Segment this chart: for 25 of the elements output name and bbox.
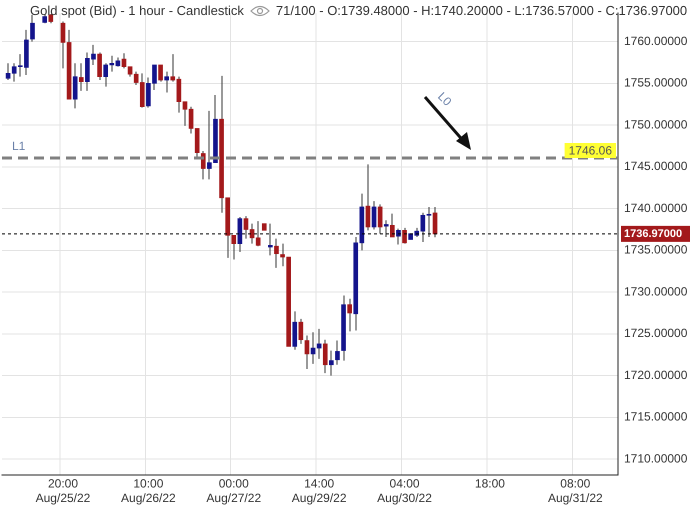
y-tick-label: 1745.00000 xyxy=(624,159,688,174)
annotation: L1 xyxy=(12,139,26,154)
y-tick-label: 1730.00000 xyxy=(624,284,688,298)
y-tick-label: 1710.00000 xyxy=(624,451,688,466)
y-tick-label: 1760.00000 xyxy=(624,34,688,48)
chart-subtitle: 71/100 - O:1739.48000 - H:1740.20000 - L:1736.57000 - C:1736.97000 xyxy=(276,3,688,18)
chart-title: Gold spot (Bid) - 1 hour - Candlestick xyxy=(30,3,244,18)
y-tick-label: 1715.00000 xyxy=(624,410,688,424)
annotation: L0 xyxy=(435,89,455,109)
ref-line-label: 1746.06 xyxy=(568,143,612,158)
y-tick-label: 1725.00000 xyxy=(624,326,688,340)
candlestick xyxy=(268,224,273,256)
y-tick-label: 1740.00000 xyxy=(624,200,688,215)
y-tick-label: 1720.00000 xyxy=(624,368,688,382)
x-tick-label: 08:00 Aug/31/22 xyxy=(548,476,603,505)
y-tick-label: 1755.00000 xyxy=(624,76,688,90)
y-tick-label: 1735.00000 xyxy=(624,242,688,257)
x-tick-label: 10:00 Aug/26/22 xyxy=(121,476,176,505)
x-tick-label: 04:00 Aug/30/22 xyxy=(377,476,432,505)
y-tick-label: 1750.00000 xyxy=(624,117,688,132)
x-tick-label: 14:00 Aug/29/22 xyxy=(292,476,347,505)
x-tick-label: 00:00 Aug/27/22 xyxy=(206,476,262,505)
x-tick-label: 18:00 xyxy=(474,476,506,491)
x-tick-label: 20:00 Aug/25/22 xyxy=(36,476,91,505)
ref-line-label: 1736.97000 xyxy=(624,228,682,240)
